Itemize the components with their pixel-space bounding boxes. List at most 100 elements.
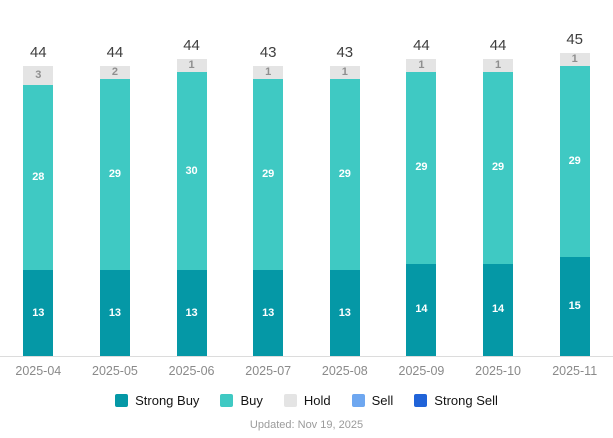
bar-segment-value: 29 [108, 168, 122, 180]
bar-segment-value: 1 [265, 65, 272, 78]
bar-segment-value: 29 [568, 154, 581, 167]
bar-segment-strong-buy[interactable]: 13 [176, 270, 207, 356]
bar-segment-buy[interactable]: 29 [329, 78, 360, 271]
bar-stack: 1 30 13 [176, 59, 207, 356]
bar-total-label: 44 [413, 37, 430, 55]
bar-segment-buy[interactable]: 30 [176, 72, 207, 271]
bar-segment-value: 29 [415, 161, 428, 174]
bar-segment-value: 29 [338, 168, 351, 180]
bar-segment-hold[interactable]: 2 [99, 65, 130, 79]
bar-segment-value: 1 [188, 59, 195, 72]
bar-stack: 1 29 14 [406, 59, 437, 356]
bar-column[interactable]: 43 1 29 13 [307, 0, 384, 356]
bar-segment-hold[interactable]: 1 [483, 59, 514, 73]
bar-segment-value: 1 [341, 65, 348, 78]
bar-total-label: 44 [29, 43, 47, 61]
legend-swatch [351, 394, 365, 407]
legend-item-label: Strong Buy [135, 393, 200, 408]
x-axis-label: 2025-07 [245, 364, 292, 378]
bar-segment-buy[interactable]: 28 [23, 85, 54, 271]
bar-column[interactable]: 44 2 29 13 [77, 0, 154, 356]
chart-plot-area: 44 3 28 13 44 2 29 13 44 1 30 13 43 1 29 13 43 1 29 13 44 1 29… [0, 0, 613, 357]
x-axis-label: 2025-06 [168, 364, 215, 378]
bar-segment-strong-buy[interactable]: 14 [406, 263, 437, 356]
bar-segment-strong-buy[interactable]: 13 [99, 270, 130, 356]
bar-segment-value: 15 [568, 300, 581, 312]
bar-total-label: 44 [489, 37, 507, 55]
bar-segment-strong-buy[interactable]: 13 [253, 270, 284, 356]
x-axis-label: 2025-04 [15, 364, 62, 378]
legend-item-label: Strong Sell [434, 393, 498, 408]
bar-segment-buy[interactable]: 29 [99, 78, 130, 271]
bar-segment-value: 28 [32, 171, 45, 184]
bar-segment-buy[interactable]: 29 [406, 72, 437, 264]
bar-stack: 3 28 13 [23, 65, 54, 356]
bar-segment-strong-buy[interactable]: 13 [329, 270, 360, 356]
bar-segment-value: 30 [185, 164, 198, 177]
bar-segment-value: 14 [415, 303, 428, 316]
legend-item-hold[interactable]: Hold [283, 393, 331, 408]
bar-segment-value: 13 [32, 306, 45, 319]
bar-column[interactable]: 43 1 29 13 [230, 0, 307, 356]
bar-segment-value: 13 [185, 306, 198, 319]
bar-segment-buy[interactable]: 29 [483, 72, 514, 264]
bar-segment-hold[interactable]: 1 [176, 59, 207, 73]
bar-segment-strong-buy[interactable]: 15 [559, 257, 590, 356]
x-axis-label: 2025-08 [321, 364, 368, 378]
bar-segment-value: 13 [262, 306, 275, 319]
bar-column[interactable]: 44 1 29 14 [383, 0, 460, 356]
bar-segment-value: 2 [111, 65, 118, 78]
x-axis-label: 2025-09 [398, 364, 445, 378]
bar-stack: 2 29 13 [99, 65, 130, 356]
bar-segment-strong-buy[interactable]: 13 [23, 270, 54, 356]
bar-segment-strong-buy[interactable]: 14 [483, 263, 514, 356]
legend-swatch [115, 394, 129, 407]
bar-stack: 1 29 13 [329, 65, 360, 356]
legend-swatch [220, 394, 234, 407]
bar-total-label: 44 [106, 43, 124, 61]
legend-item-sell[interactable]: Sell [351, 393, 394, 408]
legend-item-label: Buy [240, 393, 263, 408]
bar-segment-value: 29 [491, 161, 505, 174]
bar-column[interactable]: 44 1 29 14 [460, 0, 537, 356]
bar-segment-hold[interactable]: 1 [406, 59, 437, 73]
bar-segment-hold[interactable]: 1 [559, 52, 590, 66]
bar-segment-value: 3 [35, 69, 42, 81]
bar-total-label: 44 [183, 37, 200, 55]
bar-segment-buy[interactable]: 29 [559, 65, 590, 257]
x-axis-label: 2025-10 [475, 364, 521, 378]
bar-segment-hold[interactable]: 3 [23, 65, 54, 86]
bar-segment-value: 13 [338, 306, 351, 319]
bar-column[interactable]: 44 3 28 13 [0, 0, 77, 356]
x-axis-label: 2025-05 [92, 364, 138, 378]
bar-stack: 1 29 13 [253, 65, 284, 356]
bar-total-label: 43 [336, 43, 354, 61]
bar-segment-value: 13 [108, 306, 122, 319]
bar-stack: 1 29 15 [559, 52, 590, 356]
legend-item-strong-sell[interactable]: Strong Sell [414, 393, 498, 408]
x-axis: 2025-04 2025-05 2025-06 2025-07 2025-08 2025-… [0, 357, 613, 378]
legend-swatch [414, 394, 428, 407]
x-axis-label: 2025-11 [552, 364, 598, 378]
bar-segment-value: 1 [495, 59, 502, 72]
bar-segment-hold[interactable]: 1 [253, 65, 284, 79]
bar-stack: 1 29 14 [483, 59, 514, 356]
legend-item-label: Sell [371, 393, 394, 408]
legend-item-strong-buy[interactable]: Strong Buy [115, 393, 199, 408]
bar-segment-value: 1 [418, 59, 425, 72]
bar-segment-value: 29 [262, 168, 275, 180]
legend-item-label: Hold [303, 393, 331, 408]
updated-text: Updated: Nov 19, 2025 [249, 419, 364, 431]
bar-segment-buy[interactable]: 29 [253, 78, 284, 271]
legend-item-buy[interactable]: Buy [220, 393, 263, 408]
bar-total-label: 45 [566, 30, 584, 48]
legend: Strong Buy Buy Hold Sell Strong Sell [0, 393, 613, 408]
bar-column[interactable]: 44 1 30 13 [153, 0, 230, 356]
legend-swatch [283, 394, 297, 407]
bar-segment-value: 14 [491, 303, 505, 316]
bar-segment-hold[interactable]: 1 [329, 65, 360, 79]
bar-total-label: 43 [259, 43, 277, 61]
bar-segment-value: 1 [571, 52, 578, 65]
bar-column[interactable]: 45 1 29 15 [536, 0, 613, 356]
